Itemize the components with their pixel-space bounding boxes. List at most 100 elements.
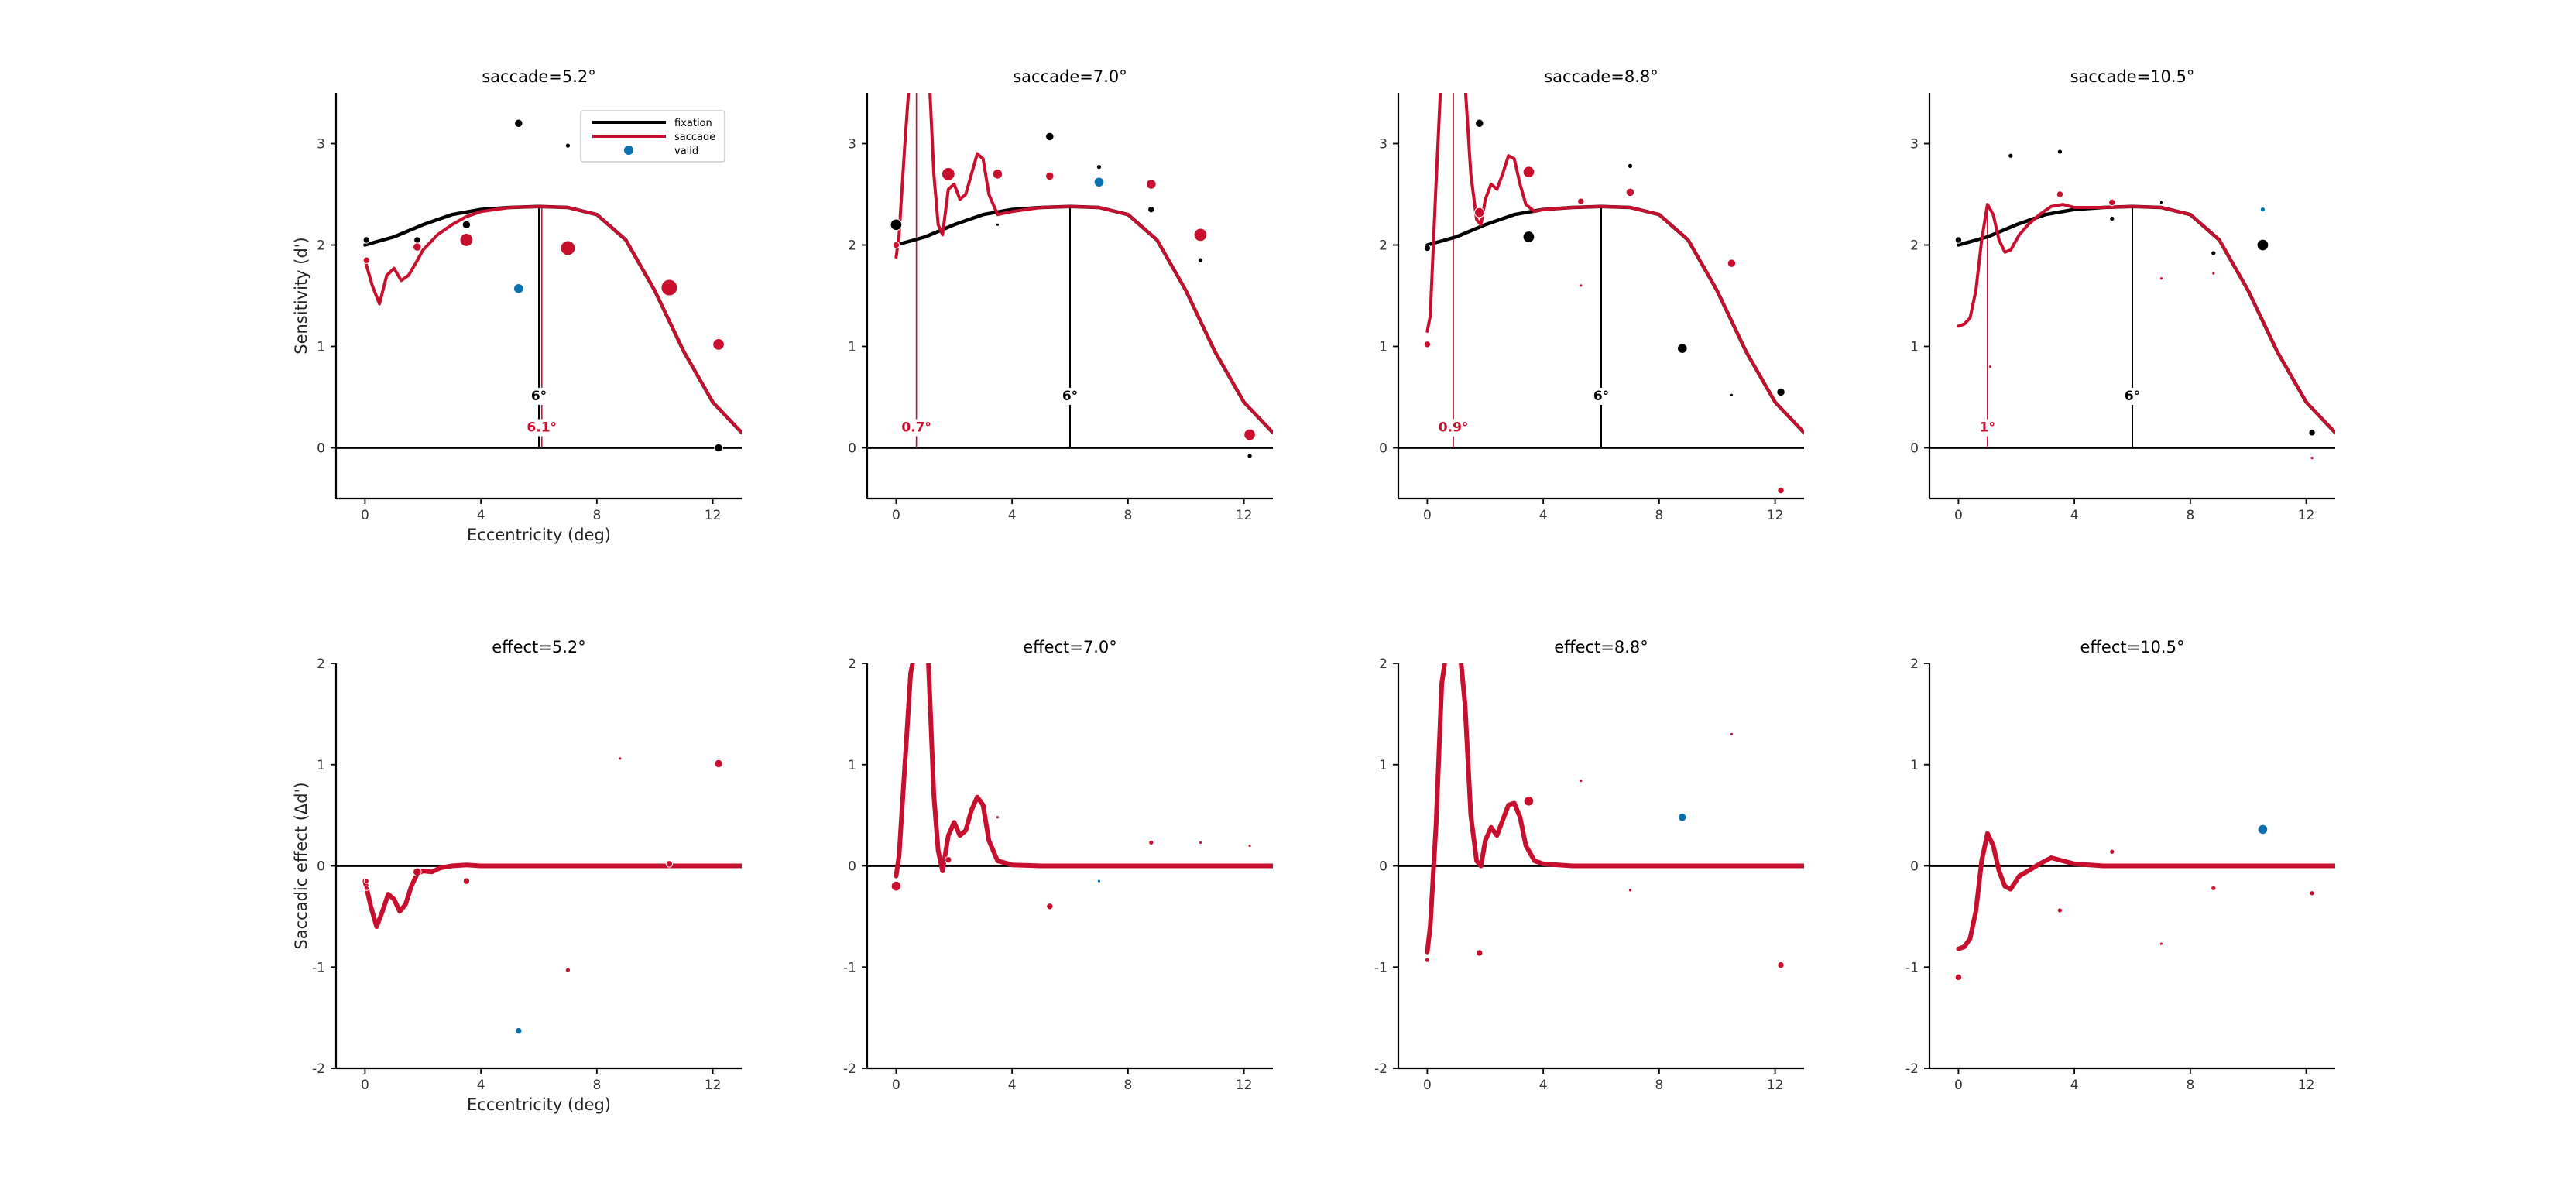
- peak-label-saccade: 6.1°: [527, 420, 557, 436]
- series-line-effect: [894, 663, 1273, 879]
- peak-label-fixation: 6°: [2125, 389, 2140, 404]
- data-point-black: [714, 443, 723, 453]
- data-point-red: [1474, 207, 1485, 218]
- subplot-title: effect=7.0°: [1023, 638, 1117, 656]
- y-tick-label: 3: [848, 137, 856, 153]
- peak-label-bg: [1977, 419, 1998, 437]
- y-tick-label: 2: [848, 238, 856, 254]
- data-point-red: [1577, 197, 1585, 205]
- y-tick-label: -1: [1374, 960, 1387, 975]
- plot-area: [890, 663, 1273, 910]
- y-tick-label: -1: [843, 960, 856, 975]
- data-point-black: [1627, 163, 1634, 169]
- subplot-title: saccade=7.0°: [1013, 67, 1127, 86]
- data-point-black: [1247, 453, 1253, 459]
- subplot-title: effect=8.8°: [1554, 638, 1648, 656]
- data-point-black: [2008, 153, 2014, 159]
- data-point-blue: [513, 283, 524, 294]
- y-tick-label: -2: [1905, 1061, 1919, 1077]
- data-point-red: [660, 279, 678, 296]
- peak-label-bg: [2122, 387, 2143, 405]
- data-point-red: [2056, 907, 2063, 913]
- peak-label-bg: [524, 419, 560, 437]
- peak-label-fixation: 6°: [1593, 389, 1609, 404]
- subplot-title: saccade=10.5°: [2070, 67, 2195, 86]
- x-tick-label: 12: [2298, 508, 2315, 523]
- legend: fixation saccade valid: [580, 110, 725, 163]
- data-point-black: [1045, 132, 1055, 142]
- plot-area: [890, 93, 1273, 459]
- data-point-black: [2256, 238, 2269, 252]
- data-point-red: [1193, 228, 1208, 242]
- y-axis-label: Saccadic effect (Δd'): [292, 782, 310, 949]
- series-line-saccade: [894, 93, 1273, 434]
- data-point-red: [1423, 341, 1432, 348]
- data-point-black: [413, 236, 421, 244]
- data-point-red: [1198, 840, 1203, 845]
- y-tick-label: 0: [1379, 859, 1387, 875]
- legend-fixation-label: fixation: [674, 118, 712, 129]
- y-tick-label: 3: [1379, 137, 1387, 153]
- data-point-black: [1197, 257, 1204, 263]
- peak-label-fixation: 6°: [1062, 389, 1078, 404]
- data-point-black: [995, 222, 1000, 227]
- x-tick-label: 4: [1008, 1078, 1017, 1093]
- x-tick-label: 8: [592, 508, 601, 523]
- y-tick-label: 1: [317, 340, 325, 355]
- data-point-blue: [1093, 177, 1105, 188]
- plot-area: [1423, 93, 1804, 495]
- peak-label-saccade: 0.9°: [1439, 420, 1469, 436]
- data-point-blue: [2257, 824, 2269, 835]
- data-point-red: [945, 855, 952, 864]
- peak-label-bg: [528, 387, 550, 405]
- peak-label-bg: [1059, 387, 1081, 405]
- data-point-black: [1522, 231, 1535, 243]
- data-point-red: [1579, 779, 1583, 783]
- y-tick-label: 2: [1379, 656, 1387, 672]
- y-tick-label: 0: [1379, 441, 1387, 457]
- data-point-red: [2211, 271, 2216, 276]
- data-point-red: [1988, 365, 1993, 369]
- series-line-saccade: [1425, 93, 1804, 434]
- x-tick-label: 0: [361, 1078, 369, 1093]
- subplot-title: saccade=5.2°: [482, 67, 596, 86]
- data-point-black: [1147, 205, 1155, 214]
- x-tick-label: 4: [477, 1078, 485, 1093]
- x-tick-label: 4: [1539, 508, 1548, 523]
- x-tick-label: 0: [361, 508, 369, 523]
- subplot-title: effect=10.5°: [2080, 638, 2185, 656]
- x-tick-label: 8: [2186, 1078, 2194, 1093]
- y-tick-label: -1: [312, 960, 325, 975]
- plot-area: [362, 756, 742, 1035]
- data-point-black: [1729, 392, 1734, 397]
- y-tick-label: 2: [317, 656, 325, 672]
- y-tick-label: 0: [848, 859, 856, 875]
- data-point-red: [2159, 941, 2164, 946]
- data-point-red: [1243, 428, 1256, 441]
- y-tick-label: 1: [848, 340, 856, 355]
- data-point-red: [2310, 456, 2314, 461]
- y-tick-label: -1: [1905, 960, 1919, 975]
- data-point-red: [560, 240, 576, 256]
- peak-label-bg: [899, 419, 934, 437]
- data-point-red: [363, 878, 369, 884]
- peak-label-saccade: 0.7°: [901, 420, 931, 436]
- legend-valid-swatch: [624, 146, 633, 155]
- data-point-blue: [1096, 879, 1102, 883]
- data-point-blue: [1678, 812, 1687, 822]
- y-tick-label: 0: [317, 441, 325, 457]
- x-tick-label: 0: [1954, 508, 1963, 523]
- x-axis-label: Eccentricity (deg): [467, 1095, 611, 1114]
- data-point-red: [1523, 796, 1535, 807]
- data-point-black: [2159, 200, 2164, 205]
- y-tick-label: 1: [317, 758, 325, 773]
- data-point-black: [1677, 343, 1688, 354]
- data-point-red: [459, 233, 474, 247]
- data-point-black: [564, 142, 571, 149]
- series-line-effect: [362, 862, 742, 929]
- x-tick-label: 12: [1767, 508, 1784, 523]
- x-tick-label: 0: [1423, 508, 1432, 523]
- subplot-title: saccade=8.8°: [1544, 67, 1658, 86]
